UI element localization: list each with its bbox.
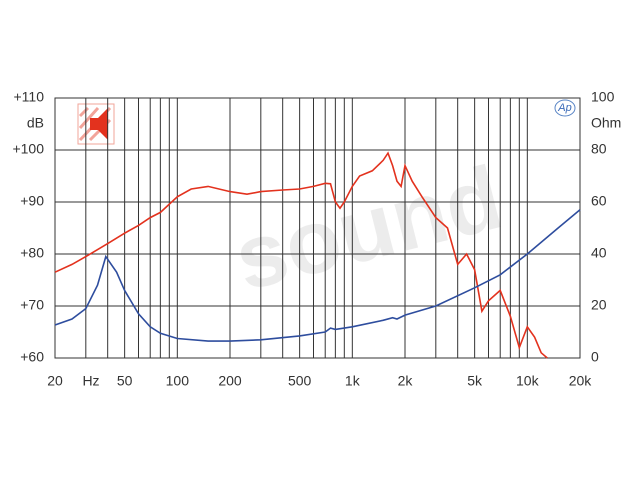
x-tick-label: 100 <box>166 373 190 389</box>
x-tick-label: 10k <box>516 373 540 389</box>
y-axis-label: dB <box>27 115 44 131</box>
x-tick-label: 200 <box>218 373 242 389</box>
y2-tick-label: 60 <box>591 193 607 209</box>
plot-frame <box>54 97 581 359</box>
y2-tick-label: 80 <box>591 141 607 157</box>
y-tick-label: +100 <box>12 141 44 157</box>
series-line <box>54 151 548 359</box>
logo: Ap <box>557 102 571 114</box>
x-tick-label: 1k <box>345 373 361 389</box>
y-tick-label: +70 <box>20 297 44 313</box>
y2-tick-label: 40 <box>591 245 607 261</box>
y-tick-label: +90 <box>20 193 44 209</box>
y2-tick-label: 0 <box>591 349 599 365</box>
x-tick-label: 50 <box>117 373 133 389</box>
x-axis-label: Hz <box>82 373 99 389</box>
x-tick-label: 5k <box>467 373 483 389</box>
x-tick-label: 20 <box>47 373 63 389</box>
y2-axis-label: Ohm <box>591 115 621 131</box>
y-tick-label: +60 <box>20 349 44 365</box>
y2-tick-label: 20 <box>591 297 607 313</box>
y-tick-label: +80 <box>20 245 44 261</box>
speaker-icon <box>77 103 115 145</box>
logo-badge <box>554 99 576 117</box>
x-tick-label: 20k <box>569 373 593 389</box>
series-line <box>54 209 581 342</box>
x-tick-label: 2k <box>398 373 414 389</box>
y2-tick-label: 100 <box>591 89 615 105</box>
x-tick-label: 500 <box>288 373 312 389</box>
y-tick-label: +110 <box>14 89 45 105</box>
